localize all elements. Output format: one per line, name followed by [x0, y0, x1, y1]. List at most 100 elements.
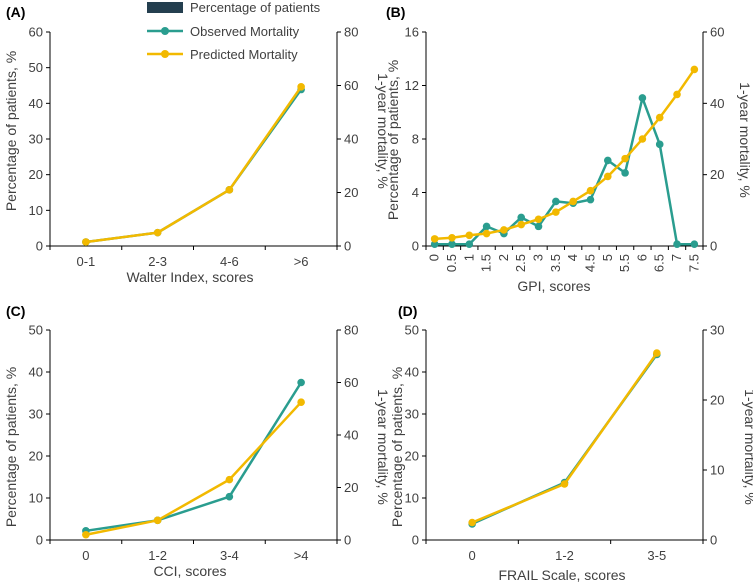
x-tick-label: 3.5 — [548, 254, 563, 272]
y2-tick-label: 80 — [344, 25, 358, 40]
observed-point — [448, 240, 456, 249]
y2-tick-label: 40 — [710, 96, 724, 111]
y-tick-label: 50 — [29, 60, 43, 75]
observed-point — [621, 169, 629, 177]
observed-point — [534, 222, 543, 231]
predicted-point — [82, 530, 90, 539]
x-tick-label: 5 — [600, 254, 615, 261]
observed-point — [586, 195, 595, 204]
predicted-point — [82, 238, 90, 246]
predicted-point — [297, 83, 305, 91]
panel-d-plot: 0 10 20 30 40 50 0 10 20 30 0 1-2 3-5 — [405, 323, 725, 564]
panel-b-ylabel: Percentage of patients, % — [385, 60, 401, 220]
y-tick-label: 60 — [29, 25, 43, 40]
panel-d-label: (D) — [398, 303, 417, 319]
y2-tick-label: 80 — [344, 323, 358, 338]
predicted-point — [638, 135, 647, 143]
observed-point — [638, 94, 647, 102]
predicted-point — [153, 228, 162, 237]
predicted-point — [569, 197, 577, 206]
observed-point — [603, 156, 612, 165]
panel-a: (A) Percentage of patients, % 1-year mor… — [3, 4, 391, 285]
y-tick-label: 30 — [29, 407, 43, 422]
y2-tick-label: 60 — [344, 78, 358, 93]
y-tick-label: 0 — [412, 533, 419, 548]
y-tick-label: 10 — [29, 491, 43, 506]
observed-point — [465, 240, 474, 249]
x-tick-label: >6 — [294, 254, 309, 269]
panel-d-y2label: 1-year mortality, % — [742, 389, 753, 505]
x-tick-label: 0 — [469, 548, 476, 563]
predicted-point — [552, 208, 560, 216]
y2-tick-label: 20 — [710, 393, 724, 408]
y-tick-label: 40 — [29, 365, 43, 380]
predicted-point — [448, 233, 456, 242]
predicted-line — [471, 352, 658, 524]
observed-point — [655, 140, 664, 149]
panel-b-y2label: 1-year mortality, % — [737, 82, 753, 198]
y-tick-label: 10 — [405, 491, 419, 506]
y2-tick-label: 40 — [344, 428, 358, 443]
y-tick-label: 40 — [405, 365, 419, 380]
predicted-point — [482, 229, 491, 238]
y-tick-label: 16 — [405, 25, 419, 40]
predicted-line — [85, 401, 303, 536]
x-tick-label: 0.5 — [444, 254, 459, 272]
y-tick-label: 30 — [29, 132, 43, 147]
observed-point — [225, 492, 234, 501]
observed-line — [434, 96, 695, 246]
x-tick-label: 4.5 — [582, 254, 597, 272]
y2-tick-label: 20 — [344, 480, 358, 495]
panel-d-xlabel: FRAIL Scale, scores — [498, 567, 625, 583]
y-tick-label: 50 — [29, 323, 43, 338]
y2-tick-label: 30 — [710, 323, 724, 338]
x-tick-label: 1.5 — [479, 254, 494, 272]
legend-label-observed: Observed Mortality — [190, 24, 300, 39]
legend-marker-observed — [161, 27, 169, 35]
x-tick-label: 0 — [82, 548, 89, 563]
predicted-point — [690, 65, 699, 74]
legend: Percentage of patients Observed Mortalit… — [147, 0, 321, 62]
predicted-point — [560, 480, 569, 488]
y2-tick-label: 0 — [344, 533, 351, 548]
predicted-point — [653, 349, 661, 357]
legend-label-predicted: Predicted Mortality — [190, 47, 298, 62]
predicted-line — [434, 68, 696, 241]
panel-a-ylabel: Percentage of patients, % — [3, 51, 19, 211]
legend-swatch-bar — [147, 2, 183, 13]
y-tick-label: 10 — [29, 203, 43, 218]
panel-a-y2label: 1-year mortality, % — [375, 73, 391, 189]
panel-c-y2label: 1-year mortality, % — [375, 389, 391, 505]
x-tick-label: 4-6 — [220, 254, 239, 269]
predicted-point — [153, 516, 162, 525]
panel-c-ylabel: Percentage of patients, % — [3, 367, 19, 527]
y2-tick-label: 0 — [710, 533, 717, 548]
x-tick-label: 7 — [669, 254, 684, 261]
x-tick-label: 5.5 — [617, 254, 632, 272]
panel-b: (B) Percentage of patients, % 1-year mor… — [385, 4, 753, 294]
y-tick-label: 50 — [405, 323, 419, 338]
predicted-point — [225, 186, 234, 194]
y-tick-label: 4 — [412, 185, 419, 200]
predicted-point — [430, 235, 439, 243]
observed-point — [430, 240, 439, 249]
observed-point — [552, 197, 560, 206]
y2-tick-label: 60 — [344, 375, 358, 390]
x-tick-label: 2.5 — [513, 254, 528, 272]
x-tick-label: 3-4 — [220, 548, 239, 563]
observed-line — [471, 353, 658, 526]
predicted-point — [517, 220, 526, 229]
panel-c-plot: 0 10 20 30 40 50 0 20 40 60 80 0 1-2 3-4 >4 — [29, 323, 359, 564]
x-tick-label: 1-2 — [555, 548, 574, 563]
y-tick-label: 8 — [412, 132, 419, 147]
panel-a-plot: 0 10 20 30 40 50 60 0 20 40 60 80 0-1 2-3 4-6 >6 — [29, 25, 359, 270]
y-tick-label: 20 — [405, 449, 419, 464]
panel-a-xlabel: Walter Index, scores — [126, 269, 253, 285]
panel-b-xlabel: GPI, scores — [517, 278, 590, 294]
panel-c-label: (C) — [6, 303, 25, 319]
observed-point — [673, 240, 681, 249]
x-tick-label: 1 — [461, 254, 476, 261]
observed-point — [482, 222, 491, 231]
x-tick-label: 7.5 — [686, 254, 701, 272]
